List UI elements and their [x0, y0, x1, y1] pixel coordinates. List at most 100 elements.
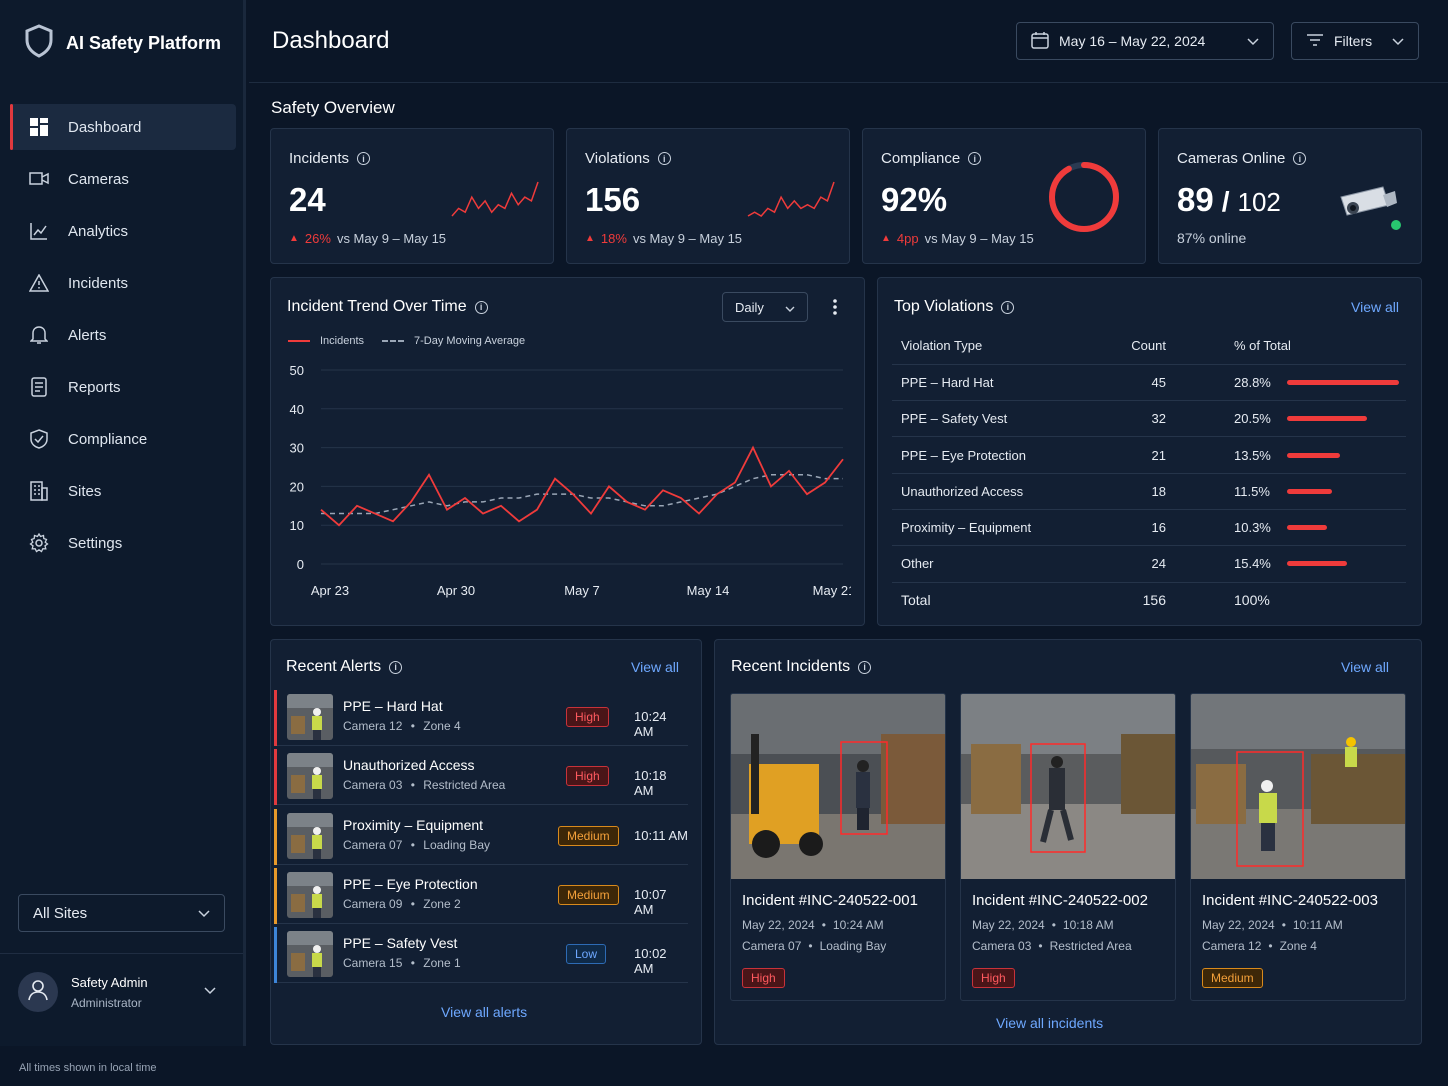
incident-camera: Camera 07 — [742, 939, 802, 953]
security-camera-icon — [1337, 181, 1403, 236]
view-all-incidents-link[interactable]: View all incidents — [996, 1015, 1104, 1031]
info-icon[interactable]: i — [1293, 152, 1307, 165]
view-all-alerts-link[interactable]: View all alerts — [441, 1004, 528, 1020]
incident-card[interactable]: Incident #INC-240522-001 May 22, 2024 • 10:… — [730, 693, 946, 1001]
incident-time: 10:18 AM — [1062, 918, 1114, 932]
grid-icon — [28, 116, 50, 138]
info-icon[interactable]: i — [389, 660, 403, 674]
sidebar-item-compliance[interactable]: Compliance — [10, 416, 236, 462]
share-bar-fill — [1287, 452, 1340, 458]
chevron-down-icon — [785, 300, 795, 315]
incident-location: Camera 03 • Restricted Area — [972, 939, 1132, 953]
alert-thumbnail[interactable] — [287, 812, 333, 859]
table-row[interactable]: Unauthorized Access 18 11.5% — [892, 473, 1406, 510]
trend-up-icon: ▲ — [289, 233, 299, 244]
alert-list-item[interactable]: Unauthorized Access Camera 03 • Restricte… — [274, 749, 688, 806]
kpi-label: Compliance i — [881, 150, 982, 167]
severity-badge: Medium — [558, 825, 619, 846]
shield-logo-icon — [24, 24, 54, 63]
kpi-value: 89 / 102 — [1177, 181, 1281, 219]
building-icon — [28, 480, 50, 502]
dot-separator: • — [410, 719, 415, 733]
sidebar-item-sites[interactable]: Sites — [10, 468, 236, 514]
alert-thumbnail[interactable] — [287, 753, 333, 800]
incident-snapshot[interactable] — [731, 694, 945, 879]
incident-datetime: May 22, 2024 • 10:24 AM — [742, 918, 884, 932]
site-selector[interactable]: All Sites — [18, 894, 225, 932]
sidebar-item-settings[interactable]: Settings — [10, 520, 236, 566]
cameras-online-count: 89 — [1177, 181, 1214, 218]
dot-separator: • — [410, 778, 415, 793]
chart-legend: Incidents 7-Day Moving Average — [288, 335, 525, 347]
incident-title: Incident #INC-240522-002 — [972, 892, 1148, 909]
user-menu[interactable]: Safety Admin Administrator — [0, 953, 243, 1046]
alert-thumbnail[interactable] — [287, 871, 333, 918]
column-header: Violation Type — [892, 328, 1120, 365]
bar-chart-icon — [28, 220, 50, 242]
sparkline — [451, 181, 539, 217]
brand[interactable]: AI Safety Platform — [24, 24, 221, 63]
incident-card[interactable]: Incident #INC-240522-002 May 22, 2024 • 10:… — [960, 693, 1176, 1001]
info-icon[interactable]: i — [657, 152, 671, 165]
sidebar-item-alerts[interactable]: Alerts — [10, 312, 236, 358]
y-tick-label: 40 — [290, 402, 304, 417]
kpi-delta: ▲ 4pp vs May 9 – May 15 — [881, 231, 1034, 246]
alert-list-item[interactable]: PPE – Hard Hat Camera 12 • Zone 4 High 10:2… — [274, 690, 688, 746]
sidebar-item-analytics[interactable]: Analytics — [10, 208, 236, 254]
violation-share: 20.5% — [1166, 400, 1406, 438]
info-icon[interactable]: i — [1001, 300, 1015, 314]
filters-button[interactable]: Filters — [1291, 22, 1419, 60]
granularity-select[interactable]: Daily — [722, 292, 808, 322]
kpi-card-incidents[interactable]: Incidents i 24 ▲ 26% vs May 9 – May 15 — [270, 128, 554, 264]
info-icon[interactable]: i — [474, 300, 488, 314]
info-icon[interactable]: i — [357, 152, 371, 165]
alert-thumbnail[interactable] — [287, 694, 333, 740]
incident-snapshot[interactable] — [1191, 694, 1405, 879]
table-row[interactable]: PPE – Eye Protection 21 13.5% — [892, 436, 1406, 474]
alert-meta: Camera 03 • Restricted Area — [343, 778, 505, 792]
share-bar-fill — [1287, 525, 1328, 531]
incidents-line — [320, 445, 844, 527]
view-all-link[interactable]: View all — [1351, 299, 1399, 315]
sparkline-path — [451, 181, 539, 217]
severity-badge: High — [742, 968, 785, 988]
user-name: Safety Admin — [71, 975, 148, 990]
alert-list-item[interactable]: PPE – Eye Protection Camera 09 • Zone 2 Me… — [274, 867, 688, 924]
kpi-delta-value: 4pp — [896, 231, 919, 246]
sidebar-item-cameras[interactable]: Cameras — [10, 156, 236, 202]
table-row[interactable]: PPE – Hard Hat 45 28.8% — [892, 364, 1406, 402]
alert-thumbnail[interactable] — [287, 931, 333, 978]
sidebar-item-reports[interactable]: Reports — [10, 364, 236, 410]
info-icon[interactable]: i — [858, 660, 872, 674]
sidebar-item-incidents[interactable]: Incidents — [10, 260, 236, 306]
info-icon[interactable]: i — [968, 152, 982, 165]
kpi-card-compliance[interactable]: Compliance i 92% ▲ 4pp vs May 9 – May 15 — [862, 128, 1146, 264]
more-vertical-icon[interactable] — [832, 298, 838, 321]
share-bar-fill — [1287, 561, 1347, 567]
severity-stripe — [274, 808, 277, 865]
compliance-ring — [1049, 162, 1119, 232]
incident-snapshot[interactable] — [961, 694, 1175, 879]
view-all-link[interactable]: View all — [631, 659, 679, 675]
severity-badge: Low — [566, 944, 607, 965]
sidebar-item-label: Analytics — [68, 222, 129, 240]
sidebar-item-label: Alerts — [68, 326, 107, 344]
y-tick-label: 50 — [290, 363, 304, 378]
view-all-link[interactable]: View all — [1341, 659, 1389, 675]
incident-camera: Camera 03 — [972, 939, 1032, 953]
alert-list-item[interactable]: PPE – Safety Vest Camera 15 • Zone 1 Low 10… — [274, 927, 688, 984]
kpi-card-cameras[interactable]: Cameras Online i 89 / 102 87% online — [1158, 128, 1422, 264]
table-row[interactable]: PPE – Safety Vest 32 20.5% — [892, 400, 1406, 438]
date-range-picker[interactable]: May 16 – May 22, 2024 — [1016, 22, 1274, 60]
y-tick-label: 10 — [290, 518, 304, 533]
trend-up-icon: ▲ — [585, 233, 595, 244]
share-bar-fill — [1287, 416, 1367, 422]
alert-list-item[interactable]: Proximity – Equipment Camera 07 • Loading… — [274, 808, 688, 865]
alert-zone: Loading Bay — [423, 837, 490, 852]
table-row[interactable]: Other 24 15.4% — [892, 545, 1406, 583]
sidebar-item-dashboard[interactable]: Dashboard — [10, 104, 236, 150]
table-row[interactable]: Proximity – Equipment 16 10.3% — [892, 509, 1406, 547]
kpi-card-violations[interactable]: Violations i 156 ▲ 18% vs May 9 – May 15 — [566, 128, 850, 264]
dot-separator: • — [410, 896, 415, 911]
incident-card[interactable]: Incident #INC-240522-003 May 22, 2024 • 10:… — [1190, 693, 1406, 1001]
